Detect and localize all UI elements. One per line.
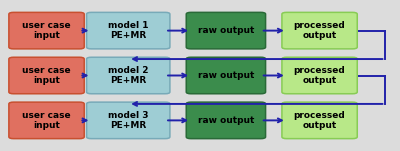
Text: processed
output: processed output <box>294 21 346 40</box>
Text: user case
input: user case input <box>22 21 71 40</box>
Text: processed
output: processed output <box>294 66 346 85</box>
FancyBboxPatch shape <box>282 57 357 94</box>
Text: processed
output: processed output <box>294 111 346 130</box>
FancyBboxPatch shape <box>86 12 170 49</box>
Text: raw output: raw output <box>198 71 254 80</box>
FancyBboxPatch shape <box>86 102 170 139</box>
FancyBboxPatch shape <box>282 12 357 49</box>
Text: raw output: raw output <box>198 26 254 35</box>
Text: model 2
PE+MR: model 2 PE+MR <box>108 66 148 85</box>
FancyBboxPatch shape <box>86 57 170 94</box>
Text: user case
input: user case input <box>22 111 71 130</box>
Text: user case
input: user case input <box>22 66 71 85</box>
FancyBboxPatch shape <box>186 12 266 49</box>
Text: model 3
PE+MR: model 3 PE+MR <box>108 111 148 130</box>
Text: model 1
PE+MR: model 1 PE+MR <box>108 21 148 40</box>
FancyBboxPatch shape <box>186 102 266 139</box>
FancyBboxPatch shape <box>186 57 266 94</box>
FancyBboxPatch shape <box>9 57 84 94</box>
FancyBboxPatch shape <box>282 102 357 139</box>
FancyBboxPatch shape <box>9 12 84 49</box>
FancyBboxPatch shape <box>9 102 84 139</box>
Text: raw output: raw output <box>198 116 254 125</box>
